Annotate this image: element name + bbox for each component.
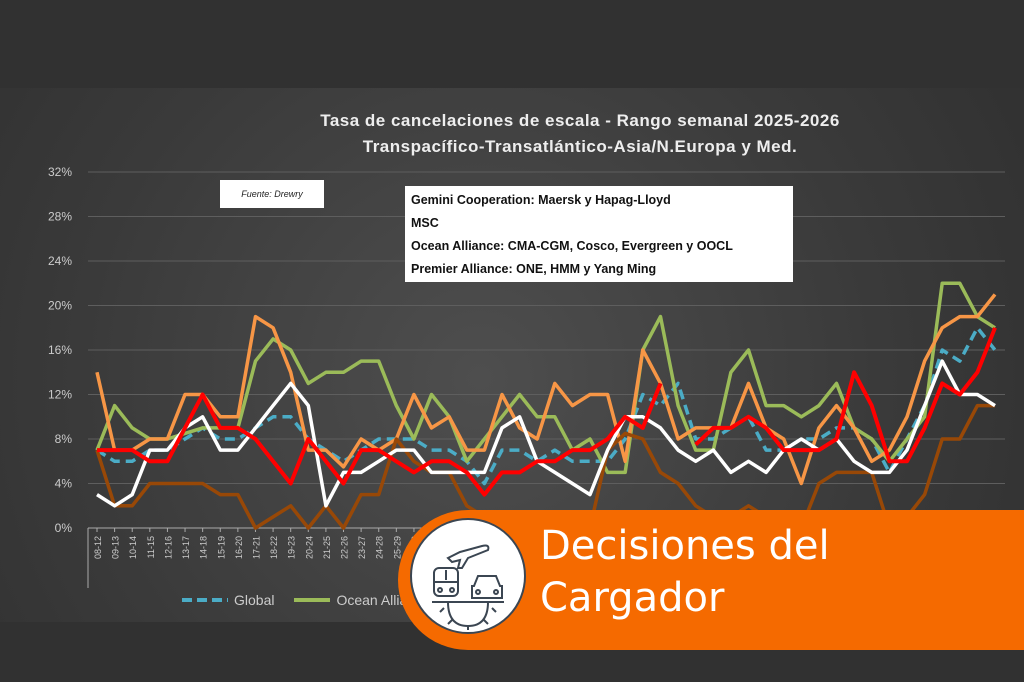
x-tick-label: 21-25: [322, 536, 332, 559]
x-tick-label: 16-20: [234, 536, 244, 559]
y-tick-label: 12%: [48, 388, 72, 402]
y-tick-label: 0%: [55, 521, 73, 535]
y-tick-label: 20%: [48, 299, 72, 313]
x-tick-label: 08-12: [93, 536, 103, 559]
x-tick-label: 23-27: [357, 536, 367, 559]
series-line-series-5: [97, 327, 997, 497]
x-tick-label: 18-22: [269, 536, 279, 559]
y-tick-label: 32%: [48, 165, 72, 179]
chart-title: Tasa de cancelaciones de escala - Rango …: [320, 111, 840, 130]
x-tick-label: 17-21: [251, 536, 261, 559]
alliance-msc: MSC: [411, 216, 439, 230]
source-note: Fuente: Drewry: [220, 180, 324, 208]
legend-item-global: Global: [180, 592, 274, 608]
badge-line-1: Decisiones del: [540, 523, 830, 569]
legend-label-global: Global: [234, 592, 275, 608]
series-line-ocean-alliance: [95, 281, 996, 475]
chart-subtitle: Transpacífico-Transatlántico-Asia/N.Euro…: [362, 137, 798, 156]
x-tick-label: 20-24: [304, 536, 314, 559]
alliance-premier: Premier Alliance: ONE, HMM y Yang Ming: [411, 262, 657, 276]
x-tick-label: 24-28: [375, 536, 385, 559]
badge-line-2: Cargador: [540, 575, 725, 621]
x-tick-label: 22-26: [340, 536, 350, 559]
y-tick-label: 4%: [55, 477, 73, 491]
legend-swatch-global: [182, 598, 228, 602]
x-tick-label: 10-14: [128, 536, 138, 559]
x-tick-label: 12-16: [163, 536, 173, 559]
decisiones-badge: Decisiones del Cargador: [398, 510, 1024, 650]
series-line-series-2: [95, 293, 997, 486]
y-tick-label: 16%: [48, 343, 72, 357]
y-tick-label: 28%: [48, 210, 72, 224]
x-tick-label: 14-18: [199, 536, 209, 559]
transport-modes-gear-icon: [410, 518, 526, 634]
x-tick-label: 19-23: [287, 536, 297, 559]
y-tick-label: 24%: [48, 254, 72, 268]
y-tick-label: 8%: [55, 432, 73, 446]
series-line-series-4: [96, 359, 996, 508]
x-tick-label: 11-15: [146, 536, 156, 558]
x-tick-label: 15-19: [216, 536, 226, 559]
chart-legend: Global Ocean Alliance: [180, 592, 430, 608]
alliances-box: Gemini Cooperation: Maersk y Hapag-Lloyd…: [405, 186, 793, 282]
badge-title: Decisiones del Cargador: [540, 520, 830, 624]
alliance-ocean: Ocean Alliance: CMA-CGM, Cosco, Evergree…: [411, 239, 733, 253]
x-tick-label: 13-17: [181, 536, 191, 559]
alliance-gemini: Gemini Cooperation: Maersk y Hapag-Lloyd: [411, 193, 671, 207]
x-tick-label: 09-13: [111, 536, 121, 559]
legend-swatch-ocean-alliance: [294, 598, 331, 602]
x-tick-label: 25-29: [392, 536, 402, 559]
